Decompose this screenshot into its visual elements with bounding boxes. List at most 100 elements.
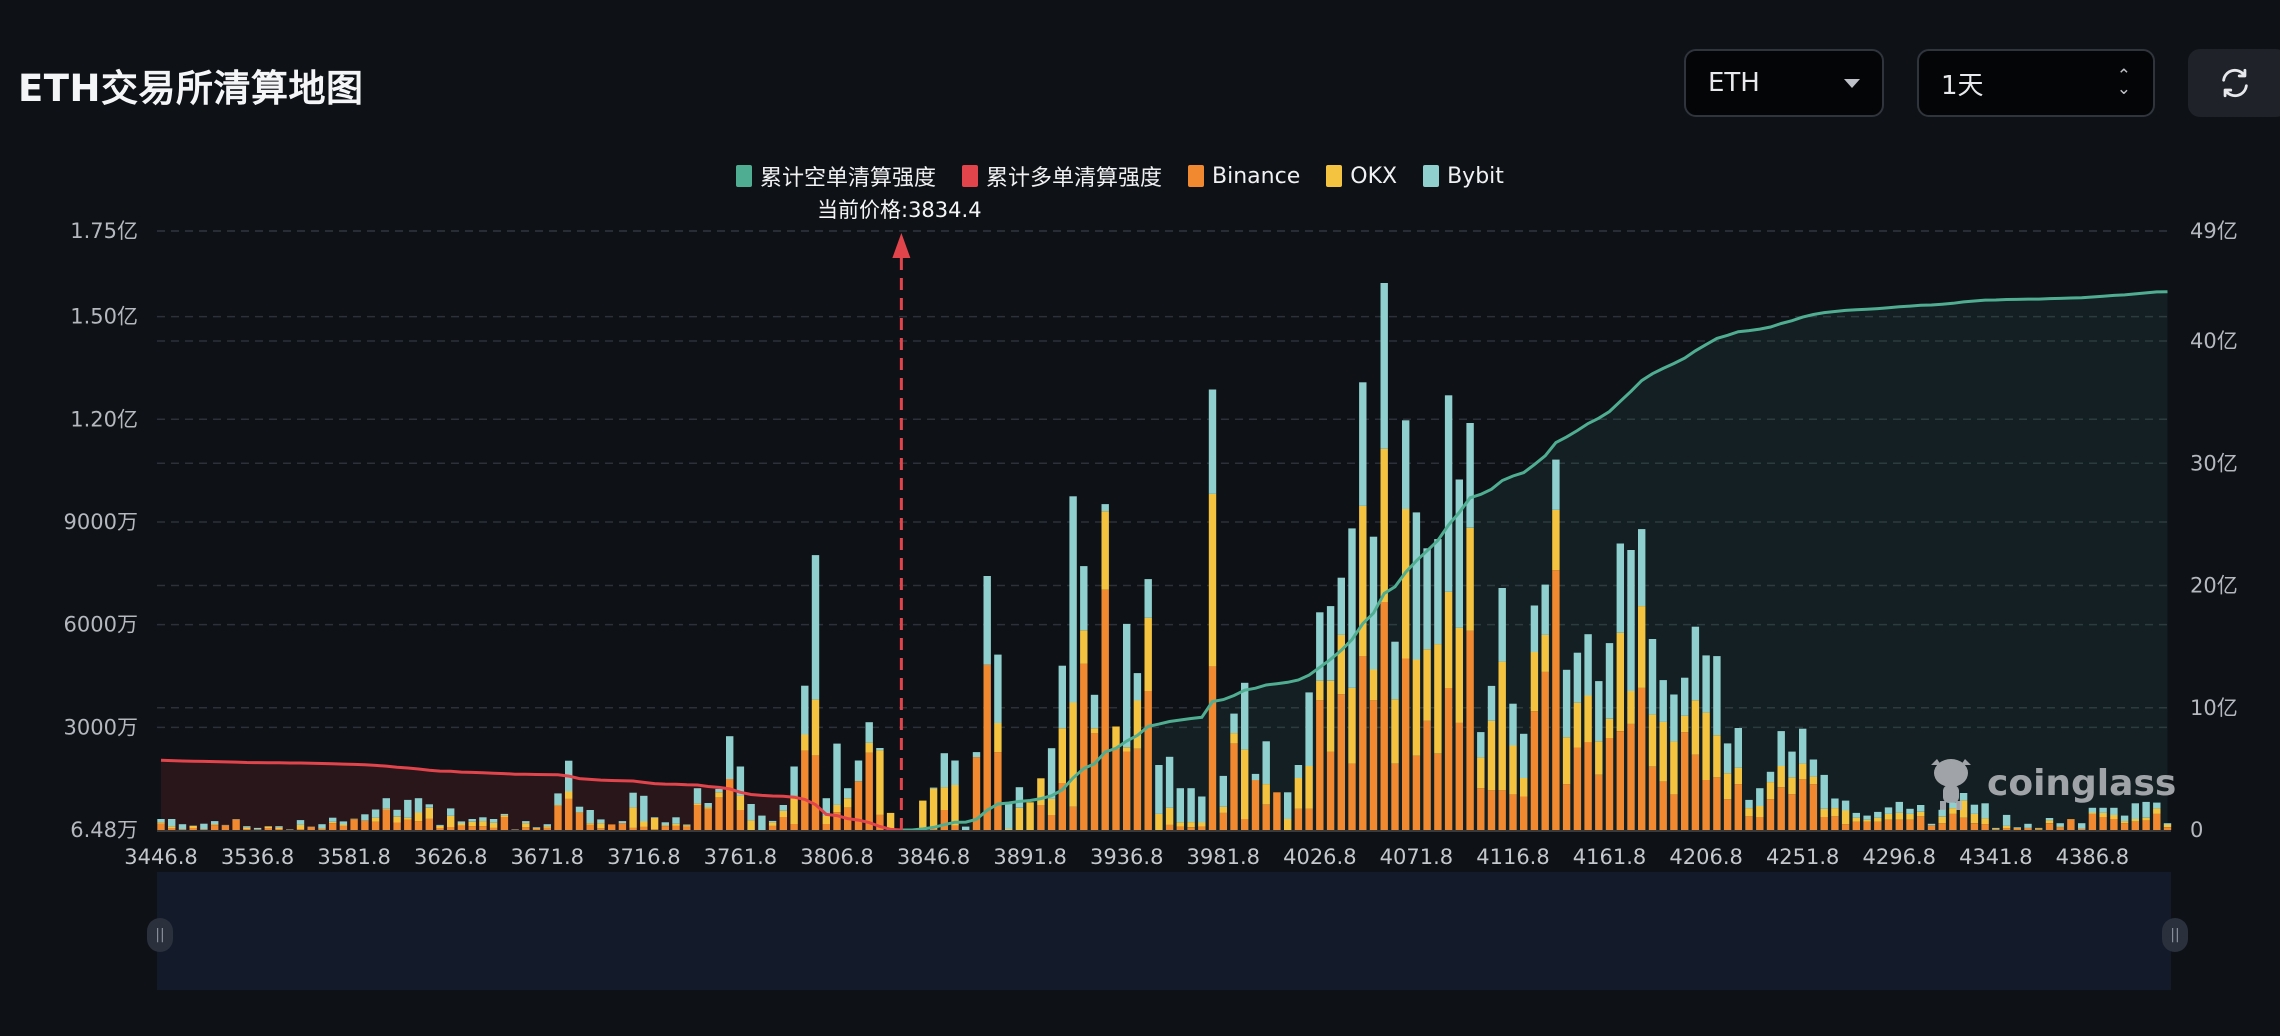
bar-binance [232, 819, 240, 830]
bar-binance [1670, 794, 1678, 830]
page-title: ETH交易所清算地图 [18, 67, 364, 110]
bar-bybit [2142, 801, 2150, 818]
bar-binance [1455, 722, 1463, 830]
bar-binance [1713, 777, 1721, 830]
bar-binance [1273, 792, 1281, 830]
bar-okx [554, 805, 562, 806]
bar-okx [339, 824, 348, 826]
bar-binance [393, 822, 401, 830]
bar-binance [425, 818, 433, 830]
left-axis-tick-label: 1.20亿 [70, 407, 138, 431]
left-axis-tick-label: 1.50亿 [70, 305, 138, 329]
bar-binance [693, 805, 702, 830]
zoom-slider-left-handle[interactable]: || [147, 918, 173, 952]
bar-binance [1841, 824, 1850, 830]
bar-okx [1852, 817, 1860, 822]
bar-binance [200, 829, 208, 830]
bar-okx [994, 723, 1002, 753]
bar-okx [500, 815, 509, 817]
bar-binance [1820, 817, 1828, 830]
legend-swatch [1423, 165, 1440, 187]
bar-bybit [876, 748, 884, 751]
legend-item-okx[interactable]: OKX [1326, 160, 1397, 192]
bar-bybit [1187, 788, 1195, 823]
bar-bybit [1241, 682, 1249, 750]
legend-item-bybit[interactable]: Bybit [1423, 160, 1504, 192]
bar-bybit [1165, 756, 1174, 808]
bar-okx [1112, 726, 1120, 749]
bar-okx [1670, 741, 1678, 795]
bar-okx [1262, 784, 1270, 805]
bar-bybit [1015, 787, 1024, 808]
bar-binance [1412, 755, 1421, 830]
x-axis-tick-label: 3846.8 [897, 845, 970, 869]
bar-bybit [962, 826, 970, 830]
bar-okx [715, 792, 723, 798]
bar-okx [264, 826, 272, 828]
bar-bybit [1176, 788, 1184, 823]
bar-binance [1176, 826, 1184, 830]
bar-okx [382, 808, 390, 810]
bar-binance [543, 827, 551, 830]
bar-binance [1101, 589, 1109, 830]
bar-binance [650, 829, 659, 830]
bar-binance [2120, 823, 2129, 830]
bar-okx [1981, 818, 1989, 825]
bar-bybit [1702, 655, 1710, 713]
bar-okx [790, 795, 798, 824]
bar-bybit [457, 821, 466, 824]
bar-bybit [554, 793, 562, 805]
bar-bybit [1670, 694, 1678, 742]
bar-bybit [1359, 382, 1367, 506]
bar-okx [1198, 822, 1206, 827]
bar-binance [2045, 823, 2054, 830]
zoom-slider-track[interactable] [157, 872, 2171, 990]
bar-okx [1434, 644, 1442, 754]
bar-bybit [672, 817, 680, 824]
bar-okx [1444, 591, 1453, 688]
refresh-button[interactable] [2188, 49, 2280, 117]
legend-swatch [736, 165, 752, 187]
bar-okx [1165, 807, 1174, 825]
zoom-slider-right-handle[interactable]: || [2162, 918, 2188, 952]
x-axis-tick-label: 3536.8 [221, 845, 294, 869]
bar-okx [876, 750, 884, 815]
coin-select[interactable]: ETH [1684, 49, 1884, 117]
bar-binance [1316, 700, 1324, 830]
bar-binance [1627, 723, 1635, 830]
bar-binance [1981, 824, 1989, 830]
bar-bybit [1541, 584, 1549, 635]
left-axis-tick-label: 1.75亿 [70, 219, 138, 243]
bar-binance [1069, 806, 1077, 830]
bar-bybit [1874, 811, 1882, 818]
bar-bybit [168, 819, 176, 827]
bar-okx [457, 823, 466, 826]
bar-binance [972, 757, 981, 830]
legend-item-binance[interactable]: Binance [1188, 160, 1300, 192]
bar-bybit [2120, 815, 2129, 822]
bar-bybit [318, 824, 326, 829]
bar-bybit [1487, 685, 1496, 721]
bar-okx [1970, 813, 1979, 824]
bar-bybit [1477, 732, 1485, 758]
bar-bybit [1691, 626, 1700, 701]
x-axis-tick-label: 4026.8 [1283, 845, 1356, 869]
bar-binance [2163, 827, 2172, 830]
bar-binance [554, 805, 562, 830]
bar-okx [1702, 712, 1710, 780]
bar-okx [189, 825, 197, 828]
bar-bybit [1326, 606, 1335, 681]
period-select[interactable]: 1天 ⌃ ⌄ [1917, 49, 2155, 117]
bar-bybit [1498, 588, 1506, 662]
bar-binance [1756, 817, 1764, 830]
bar-bybit [1316, 612, 1324, 681]
bar-okx [704, 807, 712, 809]
bar-bybit [801, 685, 809, 735]
bar-okx [1305, 766, 1313, 809]
bar-bybit [1681, 677, 1689, 716]
legend-item-cum-long[interactable]: 累计多单清算强度 [962, 160, 1162, 192]
bar-okx [1681, 715, 1689, 733]
bar-okx [1047, 798, 1056, 815]
legend-item-cum-short[interactable]: 累计空单清算强度 [736, 160, 936, 192]
bar-bybit [414, 798, 423, 813]
